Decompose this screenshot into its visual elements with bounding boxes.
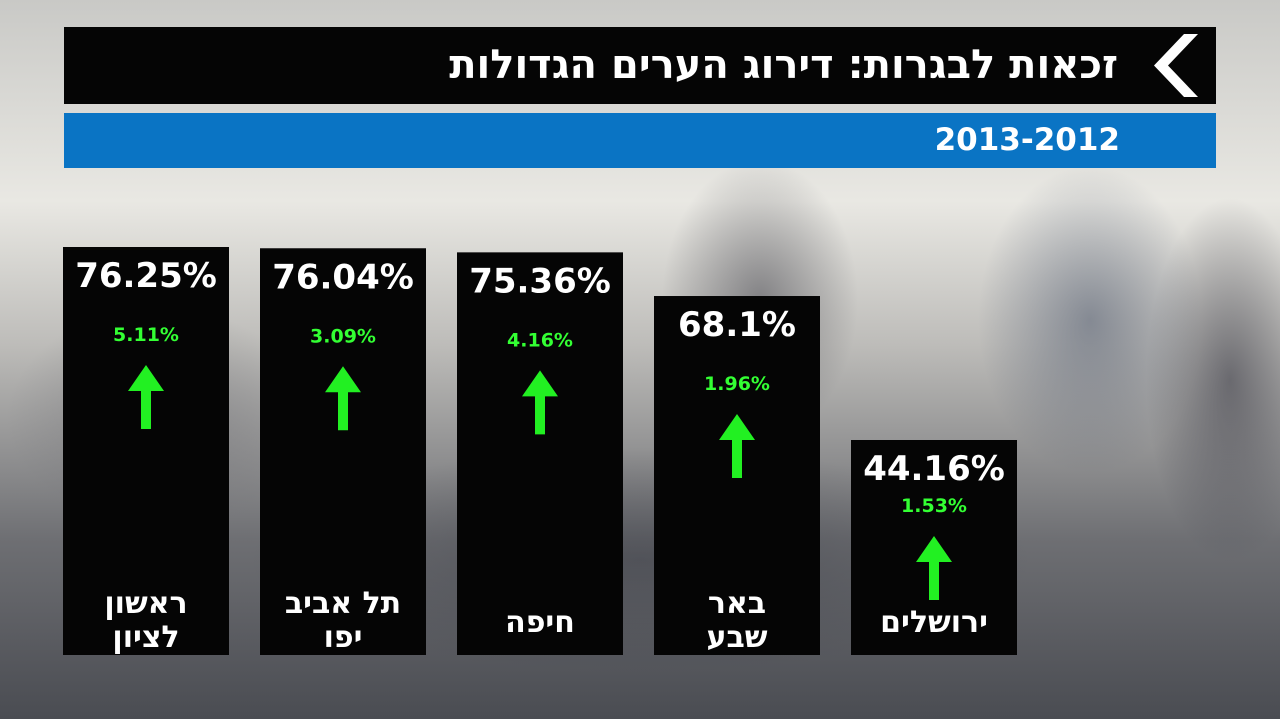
change-label: 4.16%	[507, 329, 573, 351]
bar	[457, 252, 623, 655]
change-label: 5.11%	[113, 324, 179, 346]
change-label: 3.09%	[310, 325, 376, 347]
chart-subtitle: 2013-2012	[934, 122, 1120, 158]
category-label: ראשון	[104, 586, 187, 621]
value-label: 76.25%	[75, 256, 217, 296]
up-arrow-icon	[719, 414, 755, 479]
up-arrow-icon	[128, 365, 164, 429]
category-label: יפו	[324, 620, 363, 655]
up-arrow-icon	[325, 366, 361, 431]
subtitle-bar: 2013-2012	[64, 113, 1216, 168]
title-bar: זכאות לבגרות: דירוג הערים הגדולות	[64, 27, 1216, 104]
change-label: 1.96%	[704, 373, 770, 395]
category-label: שבע	[706, 620, 767, 655]
value-label: 75.36%	[469, 261, 611, 301]
bar	[63, 247, 229, 655]
value-label: 68.1%	[678, 305, 796, 345]
up-arrow-icon	[916, 536, 952, 600]
category-label: ירושלים	[880, 605, 988, 640]
change-label: 1.53%	[901, 495, 967, 517]
up-arrow-icon	[522, 370, 558, 435]
value-label: 44.16%	[863, 449, 1005, 489]
category-label: באר	[708, 586, 766, 621]
bar	[260, 248, 426, 656]
category-label: חיפה	[505, 605, 575, 640]
category-label: תל אביב	[285, 586, 401, 621]
value-label: 76.04%	[272, 257, 414, 297]
category-label: לציון	[112, 620, 179, 655]
chart-title: זכאות לבגרות: דירוג הערים הגדולות	[449, 42, 1118, 88]
chevron-left-icon	[1154, 34, 1198, 97]
